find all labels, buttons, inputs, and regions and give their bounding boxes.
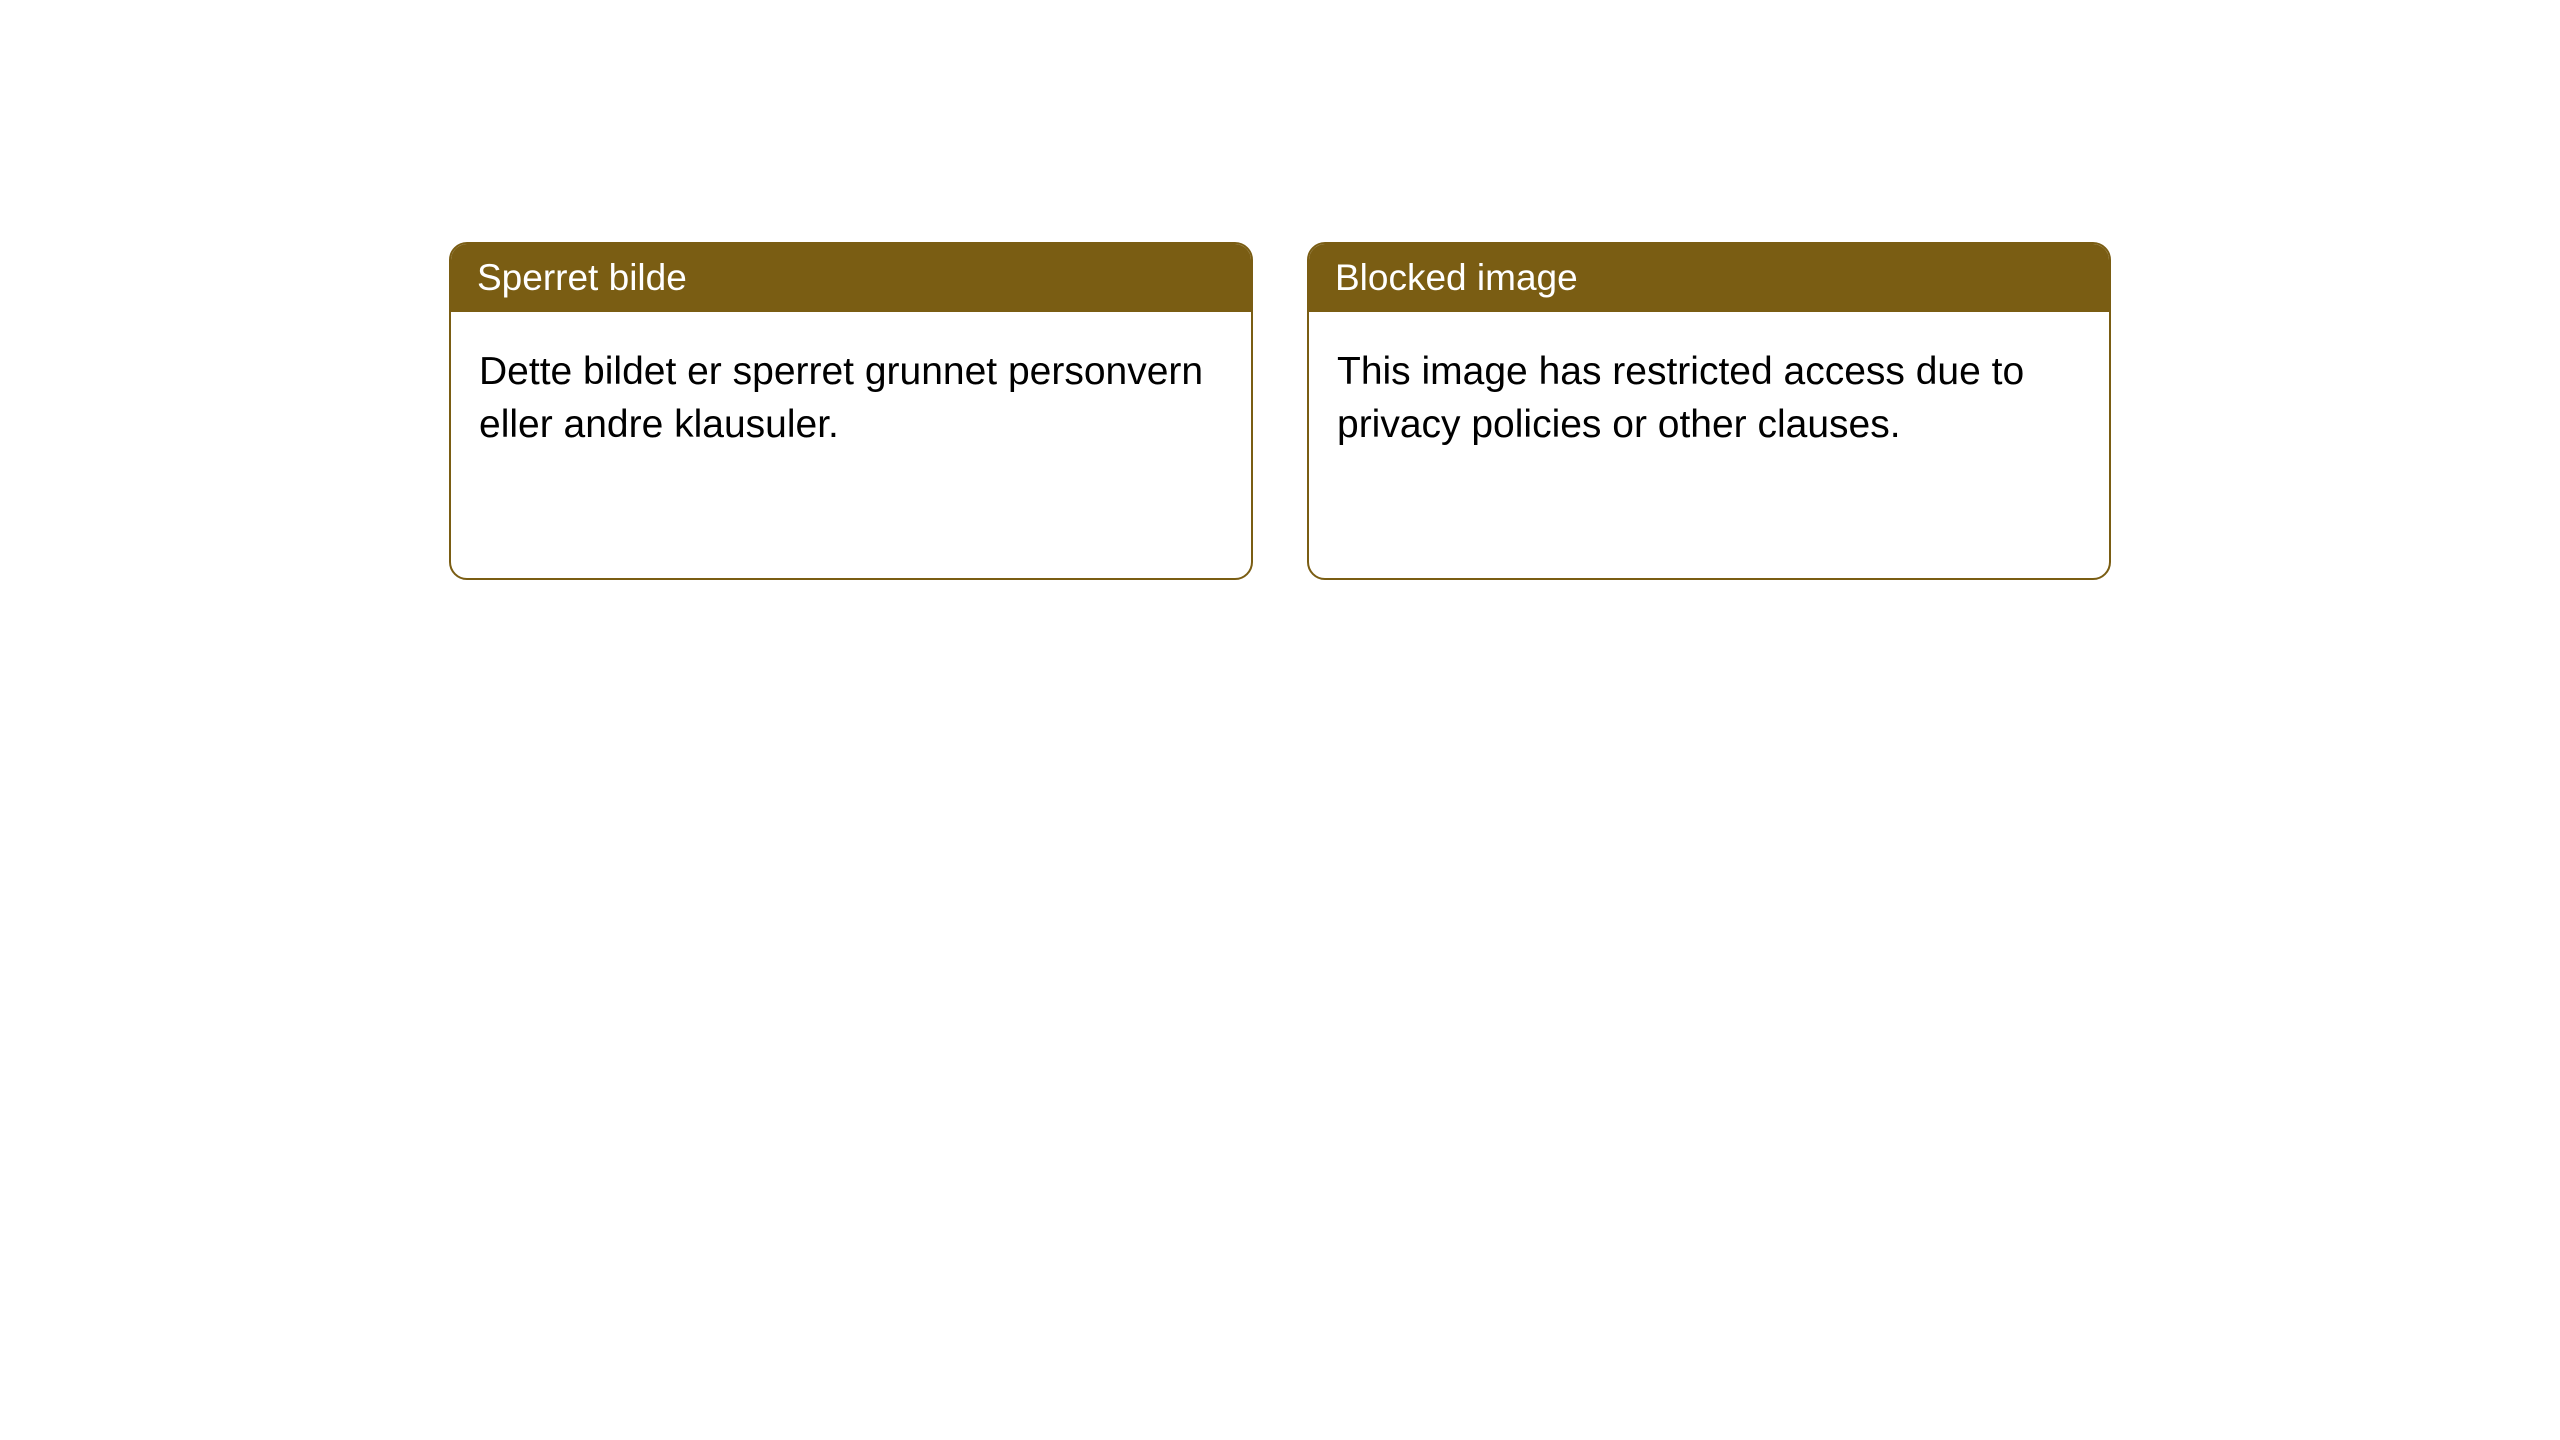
notice-card-norwegian: Sperret bilde Dette bildet er sperret gr…	[449, 242, 1253, 580]
card-header: Sperret bilde	[451, 244, 1251, 312]
card-body: Dette bildet er sperret grunnet personve…	[451, 312, 1251, 485]
card-body: This image has restricted access due to …	[1309, 312, 2109, 485]
card-header: Blocked image	[1309, 244, 2109, 312]
notice-container: Sperret bilde Dette bildet er sperret gr…	[0, 0, 2560, 580]
notice-card-english: Blocked image This image has restricted …	[1307, 242, 2111, 580]
